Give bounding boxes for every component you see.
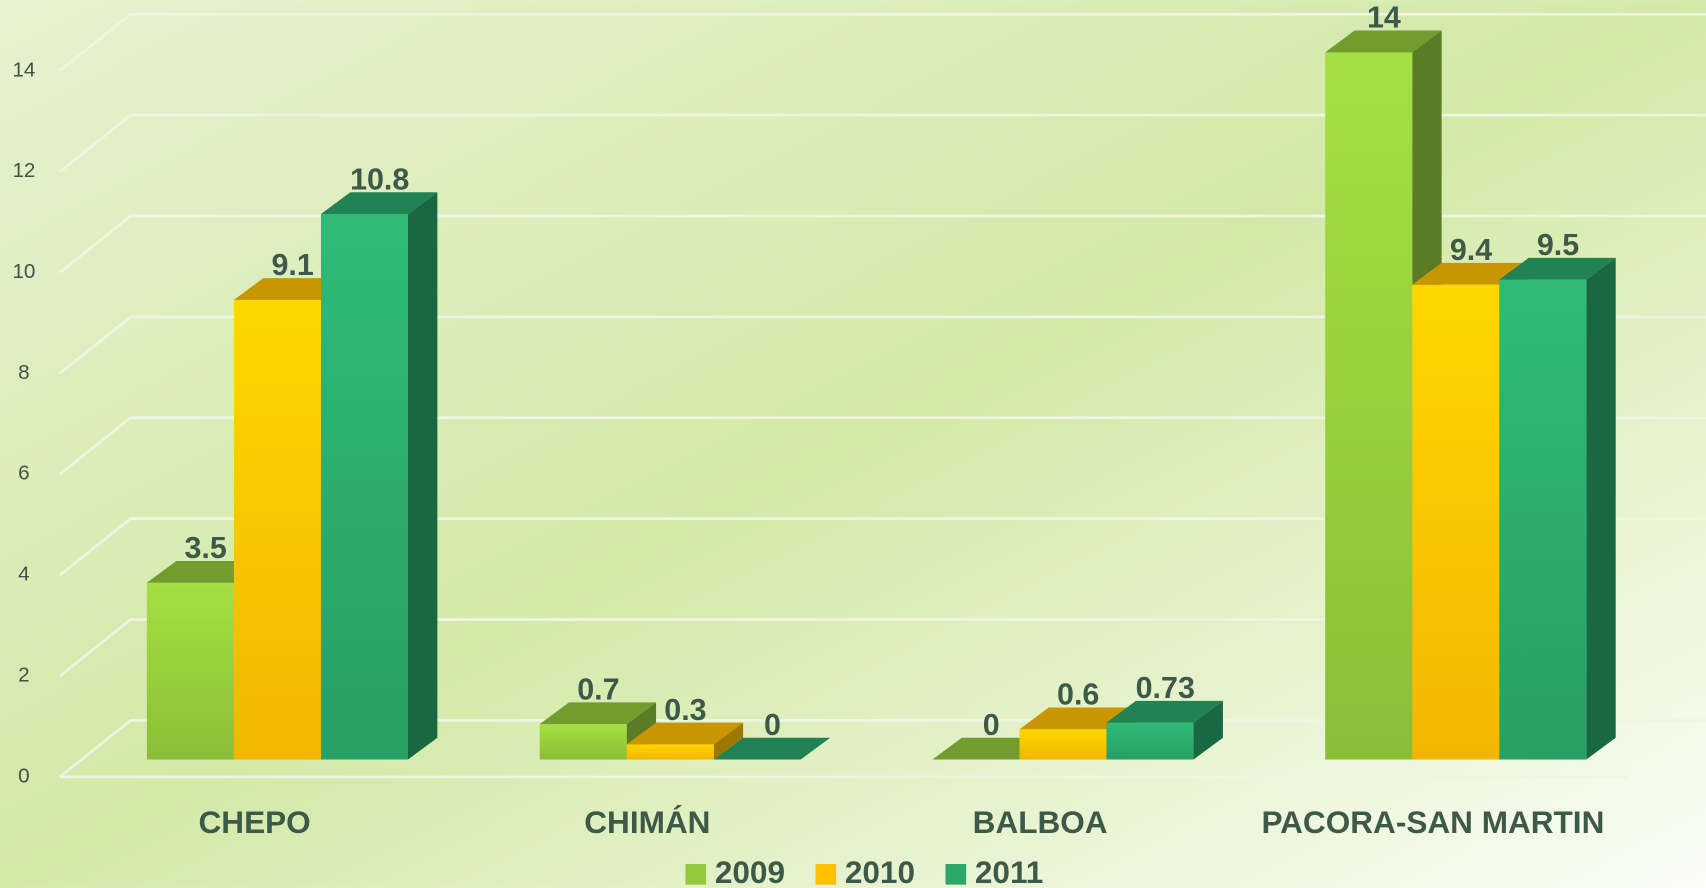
y-tick-label: 12 (12, 159, 35, 182)
grid-line (58, 113, 1706, 173)
y-tick-label: 0 (18, 764, 30, 787)
bar (539, 724, 627, 760)
data-label: 9.4 (1450, 233, 1492, 267)
bar-top (320, 192, 438, 214)
bar-side (1193, 700, 1223, 760)
bar-side (713, 722, 744, 760)
data-label: 0.7 (577, 673, 619, 707)
grid-line (58, 12, 1706, 72)
legend-label: 2010 (845, 854, 915, 888)
grid-line (58, 214, 1706, 274)
y-tick-label: 14 (12, 58, 35, 81)
bar (1412, 284, 1500, 760)
bar (1325, 52, 1413, 760)
bar-top (1412, 262, 1529, 285)
bar (146, 582, 234, 760)
bar (1499, 279, 1587, 760)
data-label: 0.73 (1136, 671, 1195, 705)
plot: 0 2 4 6 8 10 12 14 CHEPO 3.5 9.1 10.8 CHIMÁN 0.7 0.3 0 B… (12, 1, 1706, 888)
data-label: 9.5 (1537, 228, 1579, 262)
data-label: 3.5 (184, 531, 226, 565)
y-tick-label: 8 (18, 361, 30, 384)
bar-top (1106, 700, 1223, 723)
bar (233, 299, 321, 760)
grid-line (58, 517, 1706, 577)
bar-top (539, 702, 657, 725)
data-label: 0 (764, 708, 781, 742)
bar-top (1499, 257, 1616, 280)
data-label: 0.6 (1057, 678, 1099, 712)
x-tick-label: BALBOA (973, 804, 1108, 840)
grid-line (58, 315, 1706, 375)
y-tick-label: 2 (18, 664, 30, 687)
bar (1019, 729, 1107, 760)
bar-side (408, 192, 438, 760)
bar-top (713, 737, 831, 760)
legend-swatch (945, 863, 967, 885)
bar (626, 744, 714, 760)
data-label: 14 (1367, 1, 1401, 35)
grid-line (58, 618, 1706, 678)
legend-label: 2009 (715, 854, 785, 888)
data-label: 9.1 (272, 248, 314, 282)
x-tick-label: CHIMÁN (584, 804, 710, 840)
legend-swatch (685, 863, 707, 885)
legend-label: 2011 (975, 854, 1043, 888)
bar-top (626, 722, 744, 745)
data-label: 0 (983, 708, 1000, 742)
y-tick-label: 6 (18, 462, 30, 485)
bar (320, 213, 409, 760)
bar-side (1586, 257, 1616, 760)
grid-line (58, 416, 1706, 476)
x-tick-label: PACORA-SAN MARTIN (1261, 804, 1604, 840)
y-tick-label: 4 (18, 563, 30, 586)
data-label: 0.3 (664, 693, 706, 727)
y-tick-label: 10 (12, 260, 35, 283)
bar (1106, 722, 1194, 760)
data-label: 10.8 (350, 162, 409, 196)
x-tick-label: CHEPO (199, 804, 311, 840)
bar-top (1325, 30, 1442, 53)
legend-swatch (815, 863, 837, 885)
